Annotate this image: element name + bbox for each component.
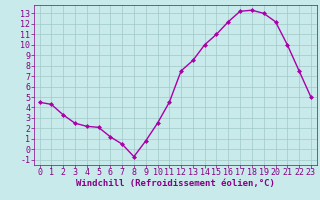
- X-axis label: Windchill (Refroidissement éolien,°C): Windchill (Refroidissement éolien,°C): [76, 179, 275, 188]
